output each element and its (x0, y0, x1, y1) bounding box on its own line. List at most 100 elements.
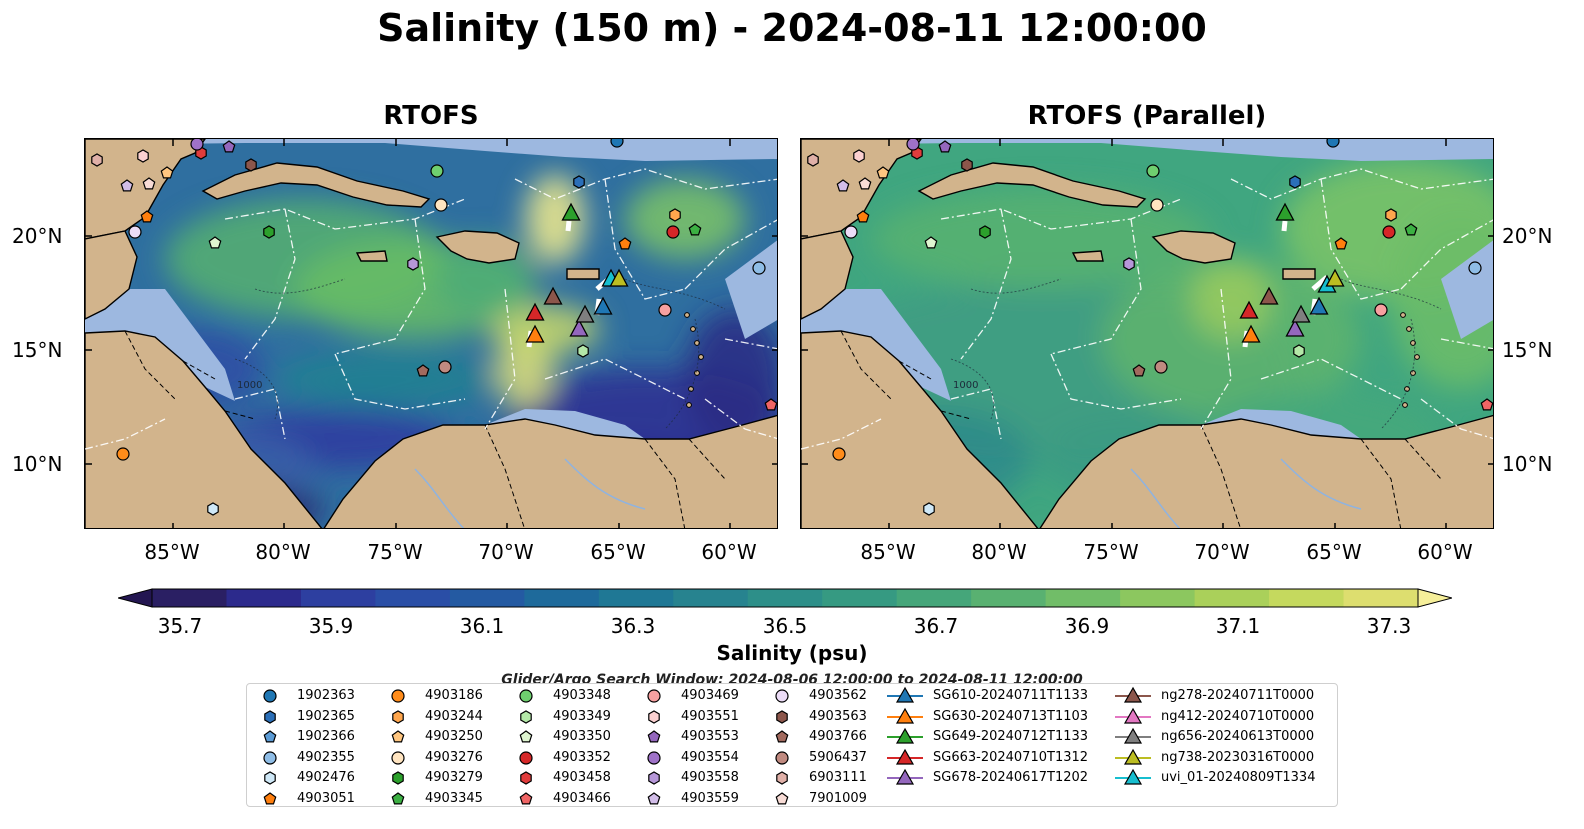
glider-marker-ng738-20230316T0000[interactable] (1325, 268, 1345, 287)
float-marker-4902476[interactable] (207, 502, 219, 516)
legend-marker[interactable] (776, 771, 788, 785)
float-marker-4902476[interactable] (923, 502, 935, 516)
float-marker-5906437[interactable] (1154, 360, 1168, 374)
float-marker-4903559[interactable] (836, 179, 850, 192)
float-marker-4903244[interactable] (1385, 208, 1397, 222)
float-marker-4903562[interactable] (128, 225, 142, 239)
map-panel-parallel[interactable]: 1000 (800, 138, 1494, 529)
glider-marker-SG678-20240617T1202[interactable] (569, 318, 589, 337)
float-marker-4903244[interactable] (669, 208, 681, 222)
legend-marker[interactable] (647, 750, 661, 765)
float-marker-5906437[interactable] (438, 360, 452, 374)
float-marker-4903345[interactable] (1404, 223, 1418, 236)
float-marker-4903250[interactable] (876, 166, 890, 179)
legend-marker[interactable] (647, 791, 661, 804)
float-marker-4903350[interactable] (208, 236, 222, 249)
legend-marker[interactable] (263, 750, 277, 765)
float-marker-4903276[interactable] (434, 198, 448, 212)
float-marker-4903554[interactable] (906, 139, 920, 151)
glider-marker-SG649-20240712T1133[interactable] (561, 202, 581, 221)
legend-marker[interactable] (519, 791, 533, 804)
glider-marker-ng656-20240613T0000[interactable] (575, 304, 595, 323)
glider-marker-SG663-20240710T1312[interactable] (525, 302, 545, 321)
legend-marker[interactable] (648, 771, 660, 785)
float-marker-4903051[interactable] (618, 237, 632, 250)
float-marker-4903553[interactable] (222, 140, 236, 153)
float-marker-4903554[interactable] (190, 139, 204, 151)
float-marker-6903111[interactable] (91, 153, 103, 167)
legend-marker[interactable] (263, 730, 277, 743)
float-marker-1902363[interactable] (610, 139, 624, 148)
float-marker-4903051[interactable] (856, 210, 870, 223)
legend-marker[interactable] (391, 750, 405, 765)
legend-marker[interactable] (392, 709, 404, 724)
legend-marker[interactable] (391, 791, 405, 804)
legend-marker[interactable] (263, 689, 277, 703)
legend-marker[interactable] (647, 689, 661, 703)
float-marker-4903345[interactable] (688, 223, 702, 236)
legend-marker[interactable] (391, 689, 405, 703)
float-marker-4903551[interactable] (137, 149, 149, 163)
float-marker-4903559[interactable] (120, 179, 134, 192)
float-marker-4903279[interactable] (979, 225, 991, 239)
float-marker-4903553[interactable] (938, 140, 952, 153)
glider-marker-SG630-20240713T1103[interactable] (525, 324, 545, 343)
legend-marker[interactable] (519, 730, 533, 743)
glider-marker-SG649-20240712T1133[interactable] (1275, 202, 1295, 221)
float-marker-7901009[interactable] (142, 177, 156, 190)
legend-marker[interactable] (519, 689, 533, 703)
float-marker-4903352[interactable] (1382, 225, 1396, 239)
float-marker-4903250[interactable] (160, 166, 174, 179)
glider-marker-ng738-20230316T0000[interactable] (609, 268, 629, 287)
glider-marker-SG610-20240711T1133[interactable] (593, 296, 613, 315)
float-marker-4903348[interactable] (430, 164, 444, 178)
glider-marker-SG663-20240710T1312[interactable] (1239, 300, 1259, 319)
float-marker-4903186[interactable] (116, 447, 130, 461)
float-marker-4903352[interactable] (666, 225, 680, 239)
legend-marker[interactable] (263, 791, 277, 804)
float-marker-6903111[interactable] (807, 153, 819, 167)
float-marker-4903051[interactable] (140, 210, 154, 223)
glider-marker-ng278-20240711T0000[interactable] (1259, 286, 1279, 305)
float-marker-4903558[interactable] (1123, 257, 1135, 271)
float-marker-4903466[interactable] (764, 398, 777, 411)
legend-marker[interactable] (264, 771, 276, 785)
float-marker-4903469[interactable] (658, 303, 672, 317)
float-marker-4903469[interactable] (1374, 303, 1388, 317)
float-marker-1902365[interactable] (573, 175, 585, 189)
float-marker-4903563[interactable] (245, 158, 257, 172)
float-marker-4903766[interactable] (416, 364, 430, 377)
legend-marker[interactable] (519, 750, 533, 765)
legend-marker[interactable] (520, 709, 532, 724)
float-marker-4903766[interactable] (1132, 364, 1146, 377)
legend-marker[interactable] (391, 730, 405, 743)
float-marker-4903558[interactable] (407, 257, 419, 271)
float-marker-7901009[interactable] (858, 177, 872, 190)
float-marker-4903562[interactable] (844, 225, 858, 239)
float-marker-4903348[interactable] (1146, 164, 1160, 178)
float-marker-4903350[interactable] (924, 236, 938, 249)
float-marker-4903551[interactable] (853, 149, 865, 163)
map-panel-rtofs[interactable]: 1000 (84, 138, 778, 529)
glider-marker-SG630-20240713T1103[interactable] (1241, 324, 1261, 343)
float-marker-4903563[interactable] (961, 158, 973, 172)
legend-marker[interactable] (647, 730, 661, 743)
float-marker-4903466[interactable] (1480, 398, 1493, 411)
float-marker-4903279[interactable] (263, 225, 275, 239)
legend-marker[interactable] (775, 730, 789, 743)
glider-marker-ng278-20240711T0000[interactable] (543, 286, 563, 305)
float-marker-4903051[interactable] (1334, 237, 1348, 250)
legend-marker[interactable] (776, 709, 788, 724)
legend-marker[interactable] (392, 771, 404, 785)
glider-marker-SG610-20240711T1133[interactable] (1309, 296, 1329, 315)
glider-marker-ng656-20240613T0000[interactable] (1291, 304, 1311, 323)
legend-marker[interactable] (520, 771, 532, 785)
legend-marker[interactable] (775, 791, 789, 804)
glider-marker-SG678-20240617T1202[interactable] (1285, 318, 1305, 337)
legend-marker[interactable] (648, 709, 660, 724)
float-marker-4902355[interactable] (752, 261, 766, 275)
float-marker-4903349[interactable] (1293, 344, 1305, 358)
float-marker-4903276[interactable] (1150, 198, 1164, 212)
float-marker-4903349[interactable] (577, 344, 589, 358)
float-marker-1902363[interactable] (1326, 139, 1340, 148)
